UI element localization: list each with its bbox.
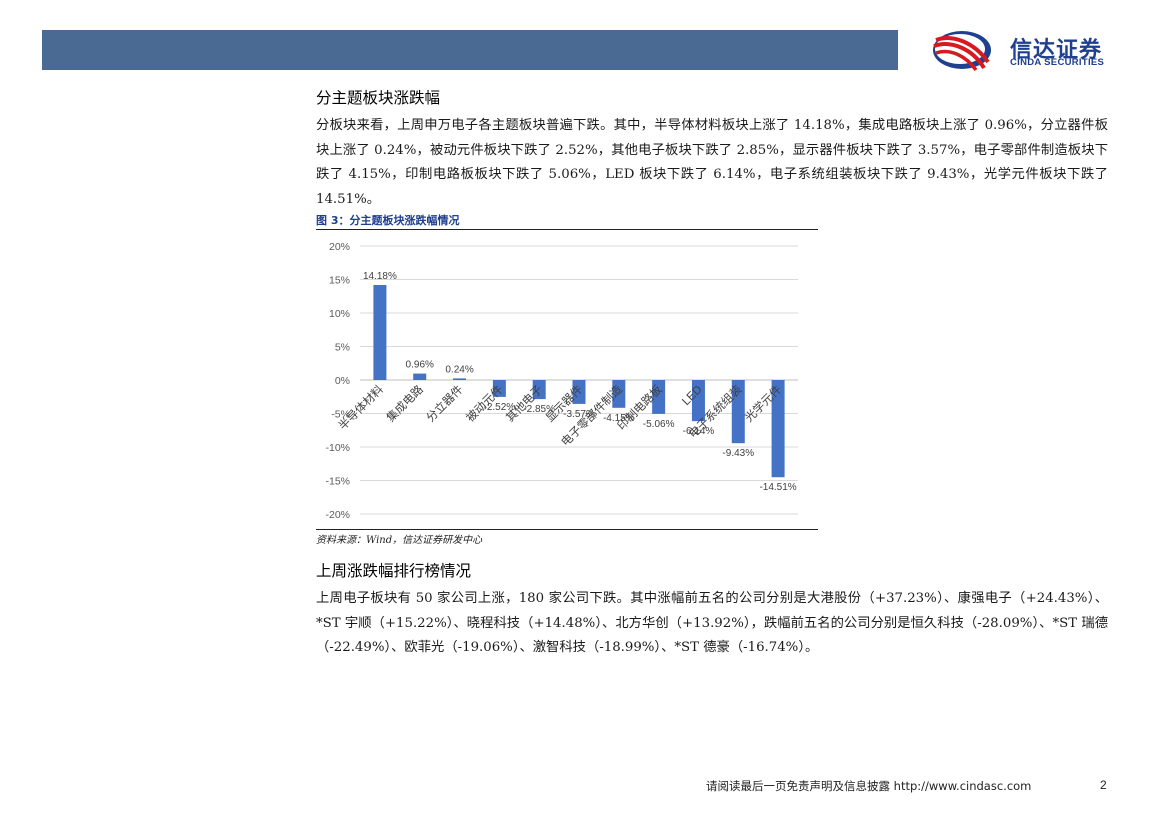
data-label: -5.06% xyxy=(643,419,675,430)
bar xyxy=(413,373,427,380)
bar xyxy=(572,380,586,404)
footer-disclaimer: 请阅读最后一页免责声明及信息披露 http://www.cindasc.com xyxy=(706,779,1032,793)
data-label: -4.15% xyxy=(603,413,635,424)
data-label: 14.18% xyxy=(363,271,397,282)
bar xyxy=(373,284,387,380)
section-heading-rankings: 上周涨跌幅排行榜情况 xyxy=(316,562,472,580)
brand-name-en: CINDA SECURITIES xyxy=(1010,57,1105,68)
data-label: -3.57% xyxy=(563,409,595,420)
y-tick-label: -20% xyxy=(325,509,350,521)
section-heading-themes: 分主题板块涨跌幅 xyxy=(316,89,441,107)
data-label: 0.24% xyxy=(445,364,473,375)
y-tick-label: -10% xyxy=(325,442,350,454)
figure-source: 资料来源：Wind，信达证券研发中心 xyxy=(316,535,483,546)
y-tick-label: 20% xyxy=(329,241,350,253)
bar xyxy=(652,380,666,414)
bar xyxy=(532,380,546,400)
figure-title: 图 3：分主题板块涨跌幅情况 xyxy=(316,214,460,227)
y-tick-label: -15% xyxy=(325,476,350,488)
data-label: -2.85% xyxy=(523,404,555,415)
data-label: -2.52% xyxy=(484,402,516,413)
bar xyxy=(492,380,506,397)
figure-bottom-rule xyxy=(316,529,818,530)
bar xyxy=(771,380,785,478)
category-label: 集成电路 xyxy=(383,382,426,425)
bar xyxy=(612,380,626,408)
bar-chart: 20% 15% 10% 5% 0% -5% -10% -15% -20% 14.18% 半导体材料 0… xyxy=(325,241,798,521)
cinda-logo-icon xyxy=(933,31,991,72)
brand-name-cn: 信达证券 xyxy=(1010,38,1103,63)
category-label: 分立器件 xyxy=(423,382,465,424)
section-paragraph-themes: 分板块来看，上周申万电子各主题板块普遍下跌。其中，半导体材料板块上涨了 14.1… xyxy=(316,118,1108,207)
header-bar xyxy=(42,30,898,70)
data-label: -6.14% xyxy=(683,426,715,437)
y-tick-label: 0% xyxy=(335,375,350,387)
figure-top-rule xyxy=(316,229,818,230)
y-tick-label: 15% xyxy=(329,275,350,287)
bar xyxy=(691,380,705,422)
category-label: 半导体材料 xyxy=(335,382,386,433)
data-label: 0.96% xyxy=(406,360,434,371)
page-number: 2 xyxy=(1100,778,1107,792)
y-tick-label: 10% xyxy=(329,308,350,320)
bar xyxy=(731,380,745,444)
bar xyxy=(453,378,467,380)
y-tick-label: 5% xyxy=(335,342,350,354)
data-label: -14.51% xyxy=(759,482,796,493)
section-paragraph-rankings: 上周电子板块有 50 家公司上涨，180 家公司下跌。其中涨幅前五名的公司分别是… xyxy=(316,591,1108,655)
y-tick-label: -5% xyxy=(331,409,350,421)
data-label: -9.43% xyxy=(722,448,754,459)
